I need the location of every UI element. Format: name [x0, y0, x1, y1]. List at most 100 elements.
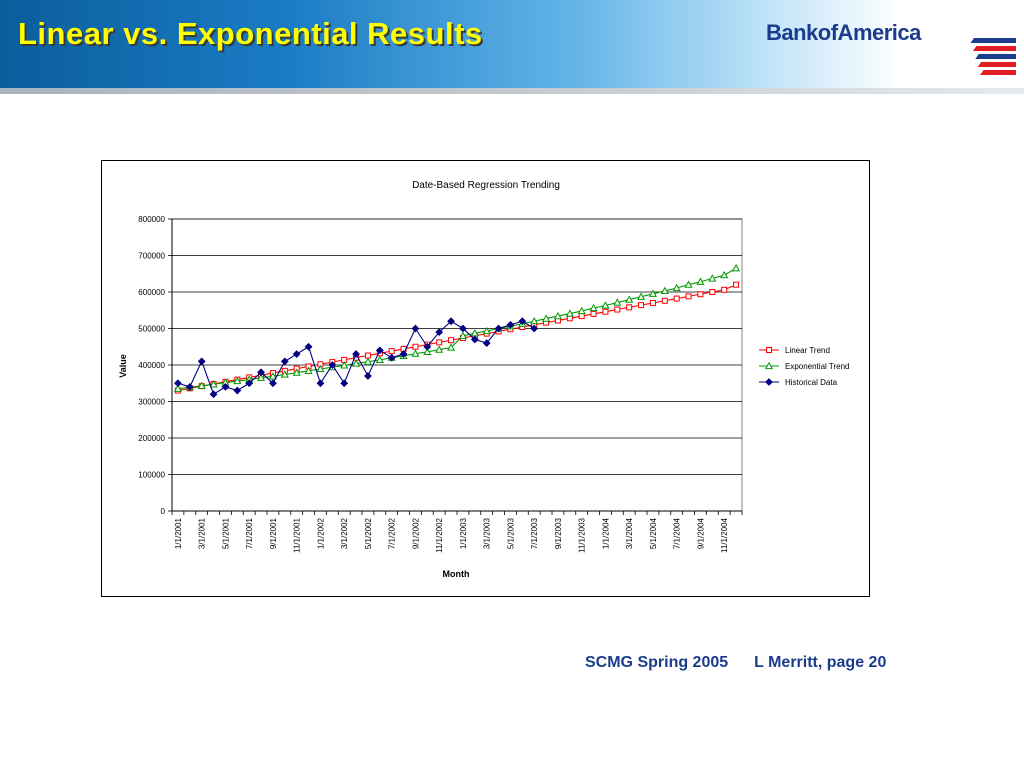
y-tick-label: 200000: [138, 434, 165, 443]
exponential-trend-point: [613, 298, 622, 306]
historical-data-point: [316, 379, 325, 388]
historical-data-point: [387, 353, 396, 362]
x-tick-label: 9/1/2001: [269, 517, 278, 549]
historical-data-point: [411, 324, 420, 333]
x-tick-label: 1/1/2003: [459, 517, 468, 549]
x-tick-label: 11/1/2002: [435, 517, 444, 553]
linear-trend-point: [626, 304, 633, 311]
linear-trend-point: [733, 281, 740, 288]
x-tick-label: 3/1/2003: [483, 517, 492, 549]
exponential-trend-point: [720, 270, 729, 279]
footer-event: SCMG Spring 2005: [585, 654, 729, 671]
linear-trend-point: [448, 337, 455, 344]
x-tick-label: 7/1/2004: [673, 517, 682, 549]
x-axis-label: Month: [443, 569, 470, 579]
linear-trend-point: [638, 302, 645, 309]
x-tick-label: 5/1/2003: [506, 517, 515, 549]
exponential-trend-point: [625, 295, 634, 303]
historical-data-point: [459, 324, 467, 333]
y-axis-label: Value: [118, 354, 128, 378]
footer: SCMG Spring 2005 L Merritt, page 20: [585, 654, 886, 672]
historical-data-point: [197, 357, 206, 366]
exponential-trend-point: [363, 357, 372, 365]
linear-trend-point: [364, 352, 371, 359]
exponential-trend-point: [268, 372, 277, 380]
exponential-trend-point: [696, 277, 705, 285]
exponential-trend-point: [708, 274, 717, 282]
flag-icon: [970, 38, 1016, 75]
linear-trend-point: [721, 286, 728, 293]
historical-data-point: [375, 346, 384, 355]
x-tick-label: 9/1/2004: [696, 517, 705, 549]
x-tick-label: 7/1/2003: [530, 517, 539, 549]
exponential-trend-point: [304, 366, 313, 374]
exponential-trend-point: [542, 314, 551, 322]
exponential-trend-point: [352, 359, 361, 367]
historical-data-point: [364, 372, 372, 380]
slide-title: Linear vs. Exponential Results: [18, 16, 483, 51]
logo-wordmark: BankofAmerica: [766, 20, 921, 45]
exponential-trend-point: [732, 264, 741, 272]
exponential-trend-point: [660, 286, 669, 295]
exponential-trend-point: [577, 306, 586, 315]
exponential-trend-point: [257, 373, 266, 381]
historical-data-point: [435, 328, 444, 337]
historical-data-point: [340, 379, 349, 388]
exponential-trend-point: [435, 345, 444, 353]
chart-title: Date-Based Regression Trending: [412, 180, 560, 191]
footer-author: L Merritt, page 20: [754, 654, 887, 671]
historical-data-point: [470, 335, 479, 344]
linear-trend-point: [649, 299, 656, 306]
x-tick-label: 3/1/2004: [625, 517, 634, 549]
historical-data-point: [494, 324, 503, 333]
historical-data-point: [399, 350, 408, 358]
historical-data-point: [280, 357, 289, 366]
linear-trend-point: [673, 295, 680, 302]
exponential-trend-point: [280, 370, 289, 378]
legend: Linear Trend Exponential Trend Historical …: [759, 346, 850, 387]
y-tick-label: 800000: [138, 215, 165, 224]
exponential-trend-point: [672, 283, 681, 292]
exponential-trend-point: [601, 301, 610, 309]
linear-trend-point: [685, 293, 692, 300]
y-tick-label: 400000: [138, 361, 165, 370]
x-tick-label: 9/1/2002: [411, 517, 420, 549]
x-tick-label: 7/1/2002: [388, 517, 397, 549]
chart-frame: Date-Based Regression Trending Value Mon…: [101, 160, 870, 597]
y-tick-label: 300000: [138, 398, 165, 407]
regression-chart: Date-Based Regression Trending Value Mon…: [118, 180, 850, 579]
exponential-trend-point: [637, 292, 646, 300]
historical-data-point: [518, 317, 527, 326]
exponential-trend-point: [565, 309, 574, 317]
y-tick-label: 600000: [138, 288, 165, 297]
historical-data-point: [185, 382, 194, 391]
x-tick-label: 1/1/2004: [601, 517, 610, 549]
exponential-trend-point: [530, 316, 539, 325]
linear-trend-point: [578, 313, 585, 320]
historical-data-point: [269, 379, 277, 388]
x-tick-label: 5/1/2004: [649, 517, 658, 549]
x-tick-label: 5/1/2001: [221, 517, 230, 549]
x-tick-label: 11/1/2001: [293, 517, 302, 553]
linear-trend-point: [590, 310, 597, 317]
linear-trend-point: [436, 339, 443, 346]
linear-trend-point: [614, 306, 621, 313]
linear-trend-point: [388, 348, 395, 355]
historical-data-point: [257, 368, 265, 377]
exponential-trend-point: [209, 380, 218, 388]
exponential-trend-point: [423, 347, 432, 355]
exponential-trend-point: [482, 326, 491, 335]
x-tick-label: 1/1/2001: [174, 517, 183, 549]
exponential-trend-point: [292, 368, 301, 376]
legend-label-exponential-trend: Exponential Trend: [785, 362, 850, 371]
linear-trend-point: [602, 308, 609, 315]
exponential-trend-point: [684, 280, 693, 288]
historical-data-point: [245, 379, 254, 388]
exponential-trend-point: [447, 343, 456, 351]
x-tick-label: 9/1/2003: [554, 517, 563, 549]
historical-data-point: [221, 382, 230, 391]
x-tick-label: 1/1/2002: [316, 517, 325, 549]
y-tick-label: 0: [161, 507, 166, 516]
y-tick-label: 500000: [138, 325, 165, 334]
historical-data-point: [530, 324, 539, 333]
